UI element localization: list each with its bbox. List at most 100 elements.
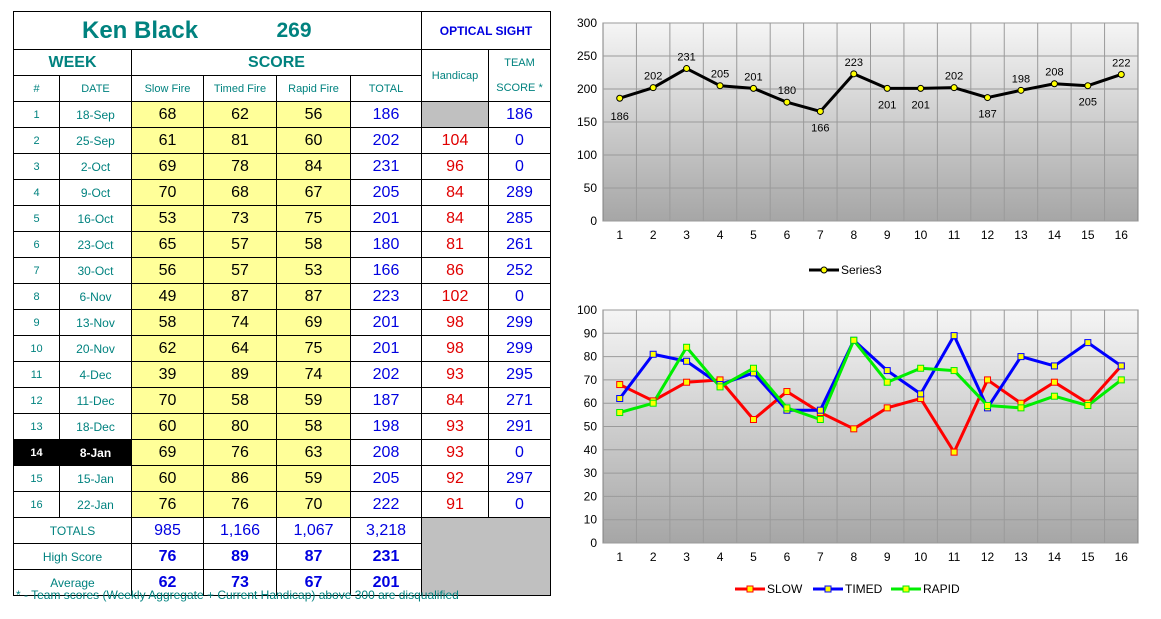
week-date: 18-Sep <box>59 101 132 128</box>
week-date: 18-Dec <box>59 413 132 440</box>
week-total: 202 <box>350 361 422 388</box>
data-point <box>883 84 891 92</box>
data-label: 180 <box>778 85 796 97</box>
data-point-timed <box>1050 362 1058 370</box>
col-header-date: DATE <box>59 75 132 102</box>
data-point <box>783 98 791 106</box>
x-tick-label: 11 <box>948 550 961 564</box>
x-tick-label: 10 <box>914 550 928 564</box>
series-line-slow <box>619 364 1123 454</box>
x-tick-label: 10 <box>914 228 928 242</box>
rapid-fire-score: 87 <box>276 283 351 310</box>
team-score: 252 <box>488 257 551 284</box>
data-point-slow <box>683 378 691 386</box>
handicap: 98 <box>421 335 489 362</box>
week-date: 13-Nov <box>59 309 132 336</box>
timed-fire-score: 86 <box>203 465 277 492</box>
average-slow: 62 <box>131 569 204 596</box>
data-point <box>1017 86 1025 94</box>
timed-fire-score: 87 <box>203 283 277 310</box>
week-date: 16-Oct <box>59 205 132 232</box>
data-point-rapid <box>883 378 891 386</box>
handicap: 96 <box>421 153 489 180</box>
timed-fire-score: 78 <box>203 153 277 180</box>
team-score: 186 <box>488 101 551 128</box>
slow-fire-score: 56 <box>131 257 204 284</box>
data-point-rapid <box>950 367 958 375</box>
high-score-total: 231 <box>350 543 422 570</box>
data-label: 198 <box>1012 73 1030 85</box>
data-point-rapid <box>816 416 824 424</box>
data-point-rapid <box>616 409 624 417</box>
x-tick-label: 7 <box>817 228 824 242</box>
data-point-slow <box>616 381 624 389</box>
week-number: 4 <box>13 179 60 206</box>
legend-swatch-marker <box>902 585 910 593</box>
handicap: 92 <box>421 465 489 492</box>
week-date: 25-Sep <box>59 127 132 154</box>
legend-label: TIMED <box>845 582 883 596</box>
shooter-average: 269 <box>276 11 422 50</box>
x-tick-label: 12 <box>981 228 995 242</box>
data-point-rapid <box>1017 404 1025 412</box>
slow-fire-score: 60 <box>131 413 204 440</box>
x-tick-label: 15 <box>1081 550 1095 564</box>
data-label: 202 <box>644 71 662 83</box>
score-table: Ken Black 269 OPTICAL SIGHT WEEK SCORE H… <box>13 11 551 596</box>
timed-fire-score: 64 <box>203 335 277 362</box>
high-score-timed: 89 <box>203 543 277 570</box>
rapid-fire-score: 58 <box>276 413 351 440</box>
component-chart: 0 10 20 30 40 50 60 70 80 90 100 1 2 3 4 5 6 7 8 9 10 11 12 13 1… <box>563 300 1141 604</box>
data-point <box>1050 80 1058 88</box>
team-score: 0 <box>488 127 551 154</box>
slow-fire-score: 69 <box>131 439 204 466</box>
footnote: * - Team scores (Weekly Aggregate + Curr… <box>16 588 459 602</box>
data-point-slow <box>783 388 791 396</box>
team-score: 295 <box>488 361 551 388</box>
rapid-fire-score: 69 <box>276 309 351 336</box>
team-score: 299 <box>488 335 551 362</box>
week-total: 198 <box>350 413 422 440</box>
series-line-rapid <box>619 338 1123 422</box>
shooter-name: Ken Black <box>13 11 277 50</box>
team-score: 0 <box>488 439 551 466</box>
x-tick-label: 14 <box>1048 228 1062 242</box>
data-label: 205 <box>711 69 729 81</box>
table-row: 6 23-Oct 65 57 58 180 81 261 <box>13 231 551 258</box>
y-tick-label: 200 <box>577 82 597 96</box>
data-point <box>1117 70 1125 78</box>
x-tick-label: 5 <box>750 228 757 242</box>
week-number: 10 <box>13 335 60 362</box>
week-date: 8-Jan <box>59 439 132 466</box>
week-number: 7 <box>13 257 60 284</box>
week-date: 23-Oct <box>59 231 132 258</box>
data-point-slow <box>850 425 858 433</box>
table-row: 1 18-Sep 68 62 56 186 186 <box>13 101 551 128</box>
handicap: 102 <box>421 283 489 310</box>
data-label: 201 <box>911 99 929 111</box>
x-tick-label: 16 <box>1115 228 1129 242</box>
week-date: 22-Jan <box>59 491 132 518</box>
x-tick-label: 1 <box>616 550 623 564</box>
handicap-header: Handicap <box>421 49 489 102</box>
data-point <box>917 84 925 92</box>
slow-fire-score: 39 <box>131 361 204 388</box>
data-point <box>649 84 657 92</box>
x-tick-label: 16 <box>1115 550 1129 564</box>
average-row: Average 62 73 67 201 <box>13 569 551 596</box>
col-header-timed: Timed Fire <box>203 75 277 102</box>
x-tick-label: 4 <box>717 228 724 242</box>
table-row: 7 30-Oct 56 57 53 166 86 252 <box>13 257 551 284</box>
week-header: WEEK <box>13 49 132 76</box>
data-point-rapid <box>783 404 791 412</box>
week-total: 187 <box>350 387 422 414</box>
data-point-timed <box>883 367 891 375</box>
data-point-rapid <box>850 336 858 344</box>
x-tick-label: 5 <box>750 550 757 564</box>
slow-fire-score: 62 <box>131 335 204 362</box>
week-number: 15 <box>13 465 60 492</box>
rapid-fire-score: 75 <box>276 335 351 362</box>
week-total: 180 <box>350 231 422 258</box>
handicap: 84 <box>421 179 489 206</box>
